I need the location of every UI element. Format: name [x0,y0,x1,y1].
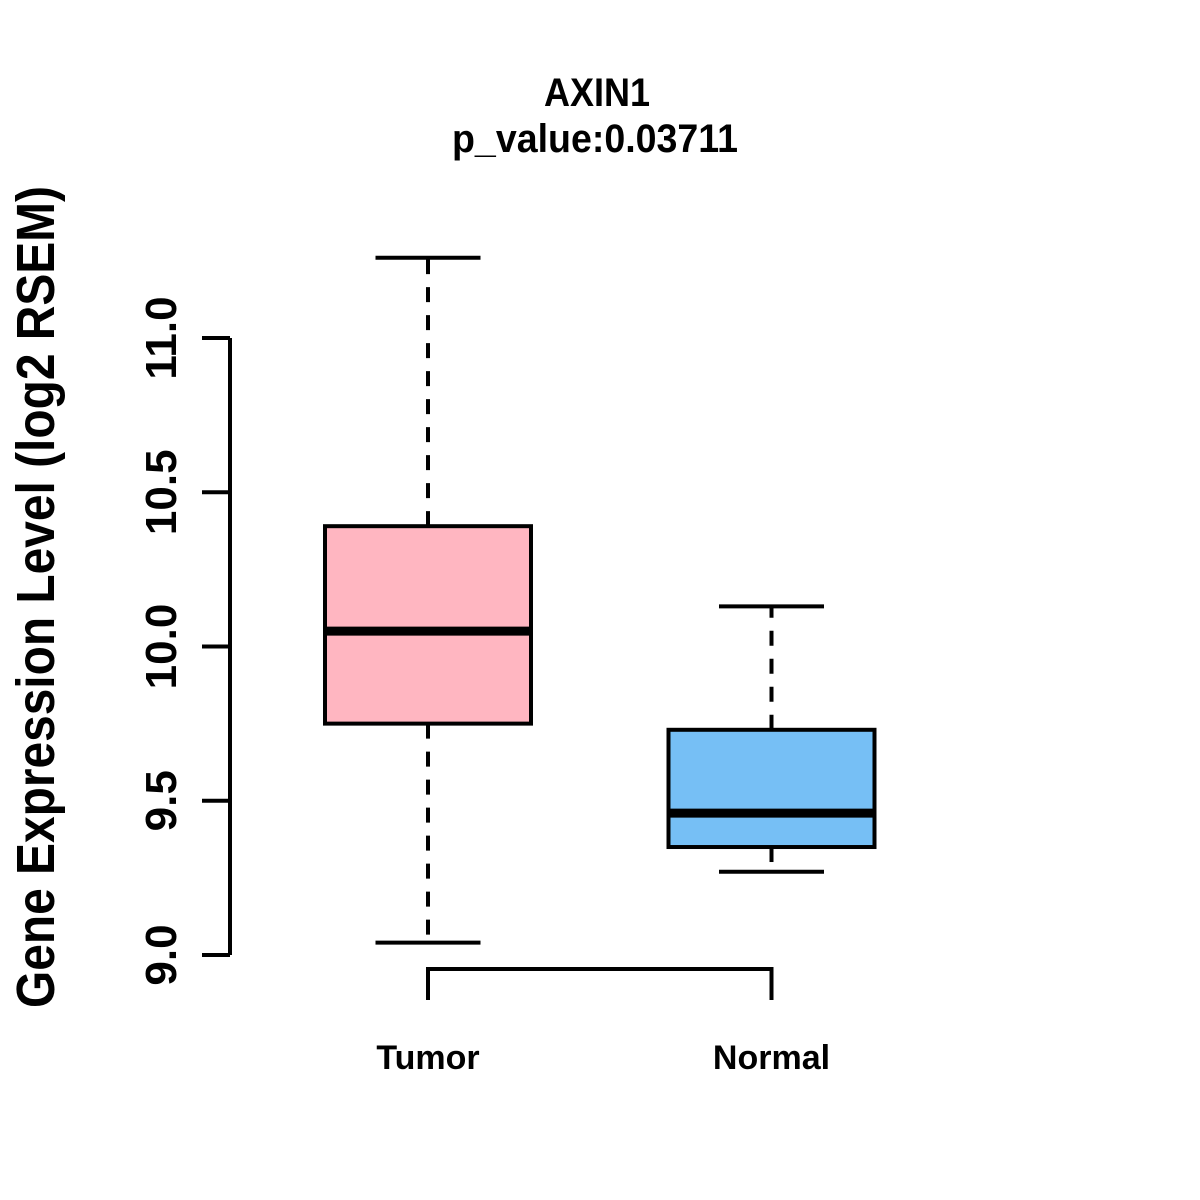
tumor-box [323,524,533,726]
chart-title: AXIN1 [544,71,650,115]
chart-subtitle: p_value:0.03711 [452,117,738,161]
y-axis-title: Gene Expression Level (log2 RSEM) [6,186,66,1008]
y-axis-tick-label: 9.5 [137,770,186,831]
category-label-normal: Normal [713,1039,830,1077]
y-axis-tick-label: 9.0 [137,924,186,985]
y-axis-tick-label: 10.0 [137,604,186,690]
x-axis-bracket [426,967,774,1000]
normal-box [666,727,877,850]
y-axis-tick-label: 11.0 [137,296,186,379]
category-label-tumor: Tumor [376,1039,479,1077]
plot-layer: 9.0 9.5 10.0 10.5 11.0 Tumor Normal [137,255,877,1077]
y-axis-tick-label: 10.5 [137,449,186,535]
